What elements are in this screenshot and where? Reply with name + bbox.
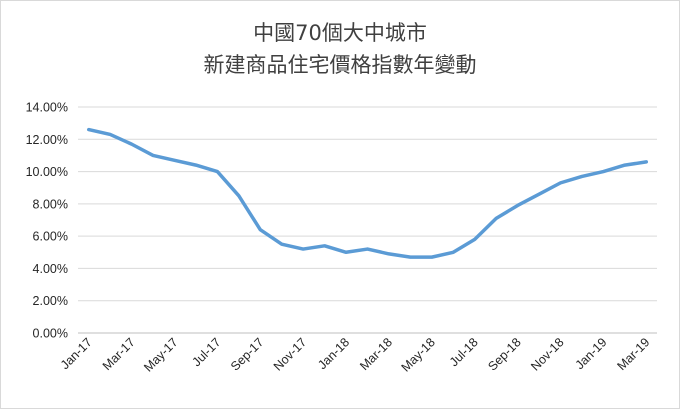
x-tick-label: Sep-18 bbox=[485, 335, 523, 373]
x-tick-label: Jul-17 bbox=[190, 335, 224, 369]
y-tick-label: 2.00% bbox=[33, 294, 68, 308]
y-tick-label: 8.00% bbox=[33, 197, 68, 211]
series-layer bbox=[86, 127, 649, 259]
x-tick-label: Jul-18 bbox=[447, 335, 481, 369]
y-tick-label: 0.00% bbox=[33, 327, 68, 341]
y-tick-label: 4.00% bbox=[33, 262, 68, 276]
y-tick-label: 14.00% bbox=[26, 101, 68, 115]
x-tick-label: Nov-18 bbox=[528, 335, 566, 373]
x-tick-label: Nov-17 bbox=[271, 335, 309, 373]
y-tick-label: 12.00% bbox=[26, 133, 68, 147]
x-axis-ticks: Jan-17 Mar-17 May-17 Jul-17 Sep-17 Nov-17 Jan-… bbox=[58, 335, 653, 374]
y-axis-ticks: 0.00% 2.00% 4.00% 6.00% 8.00% 10.00% 12.00% 14.… bbox=[26, 101, 68, 341]
gridlines bbox=[78, 106, 657, 334]
y-tick-label: 10.00% bbox=[26, 165, 68, 179]
y-tick-label: 6.00% bbox=[33, 230, 68, 244]
x-tick-label: Mar-18 bbox=[357, 335, 395, 373]
x-tick-label: May-18 bbox=[399, 335, 438, 374]
x-tick-label: Mar-17 bbox=[100, 335, 138, 373]
series-line bbox=[86, 127, 649, 259]
chart-title: 中國70個大中城市 bbox=[253, 21, 427, 45]
chart-subtitle: 新建商品住宅價格指數年變動 bbox=[204, 53, 477, 77]
x-tick-label: Jan-18 bbox=[315, 335, 352, 372]
x-tick-label: Jan-17 bbox=[58, 335, 95, 372]
x-tick-label: Sep-17 bbox=[228, 335, 266, 373]
x-tick-label: May-17 bbox=[141, 335, 180, 374]
x-tick-label: Mar-19 bbox=[615, 335, 653, 373]
x-tick-label: Jan-19 bbox=[573, 335, 610, 372]
